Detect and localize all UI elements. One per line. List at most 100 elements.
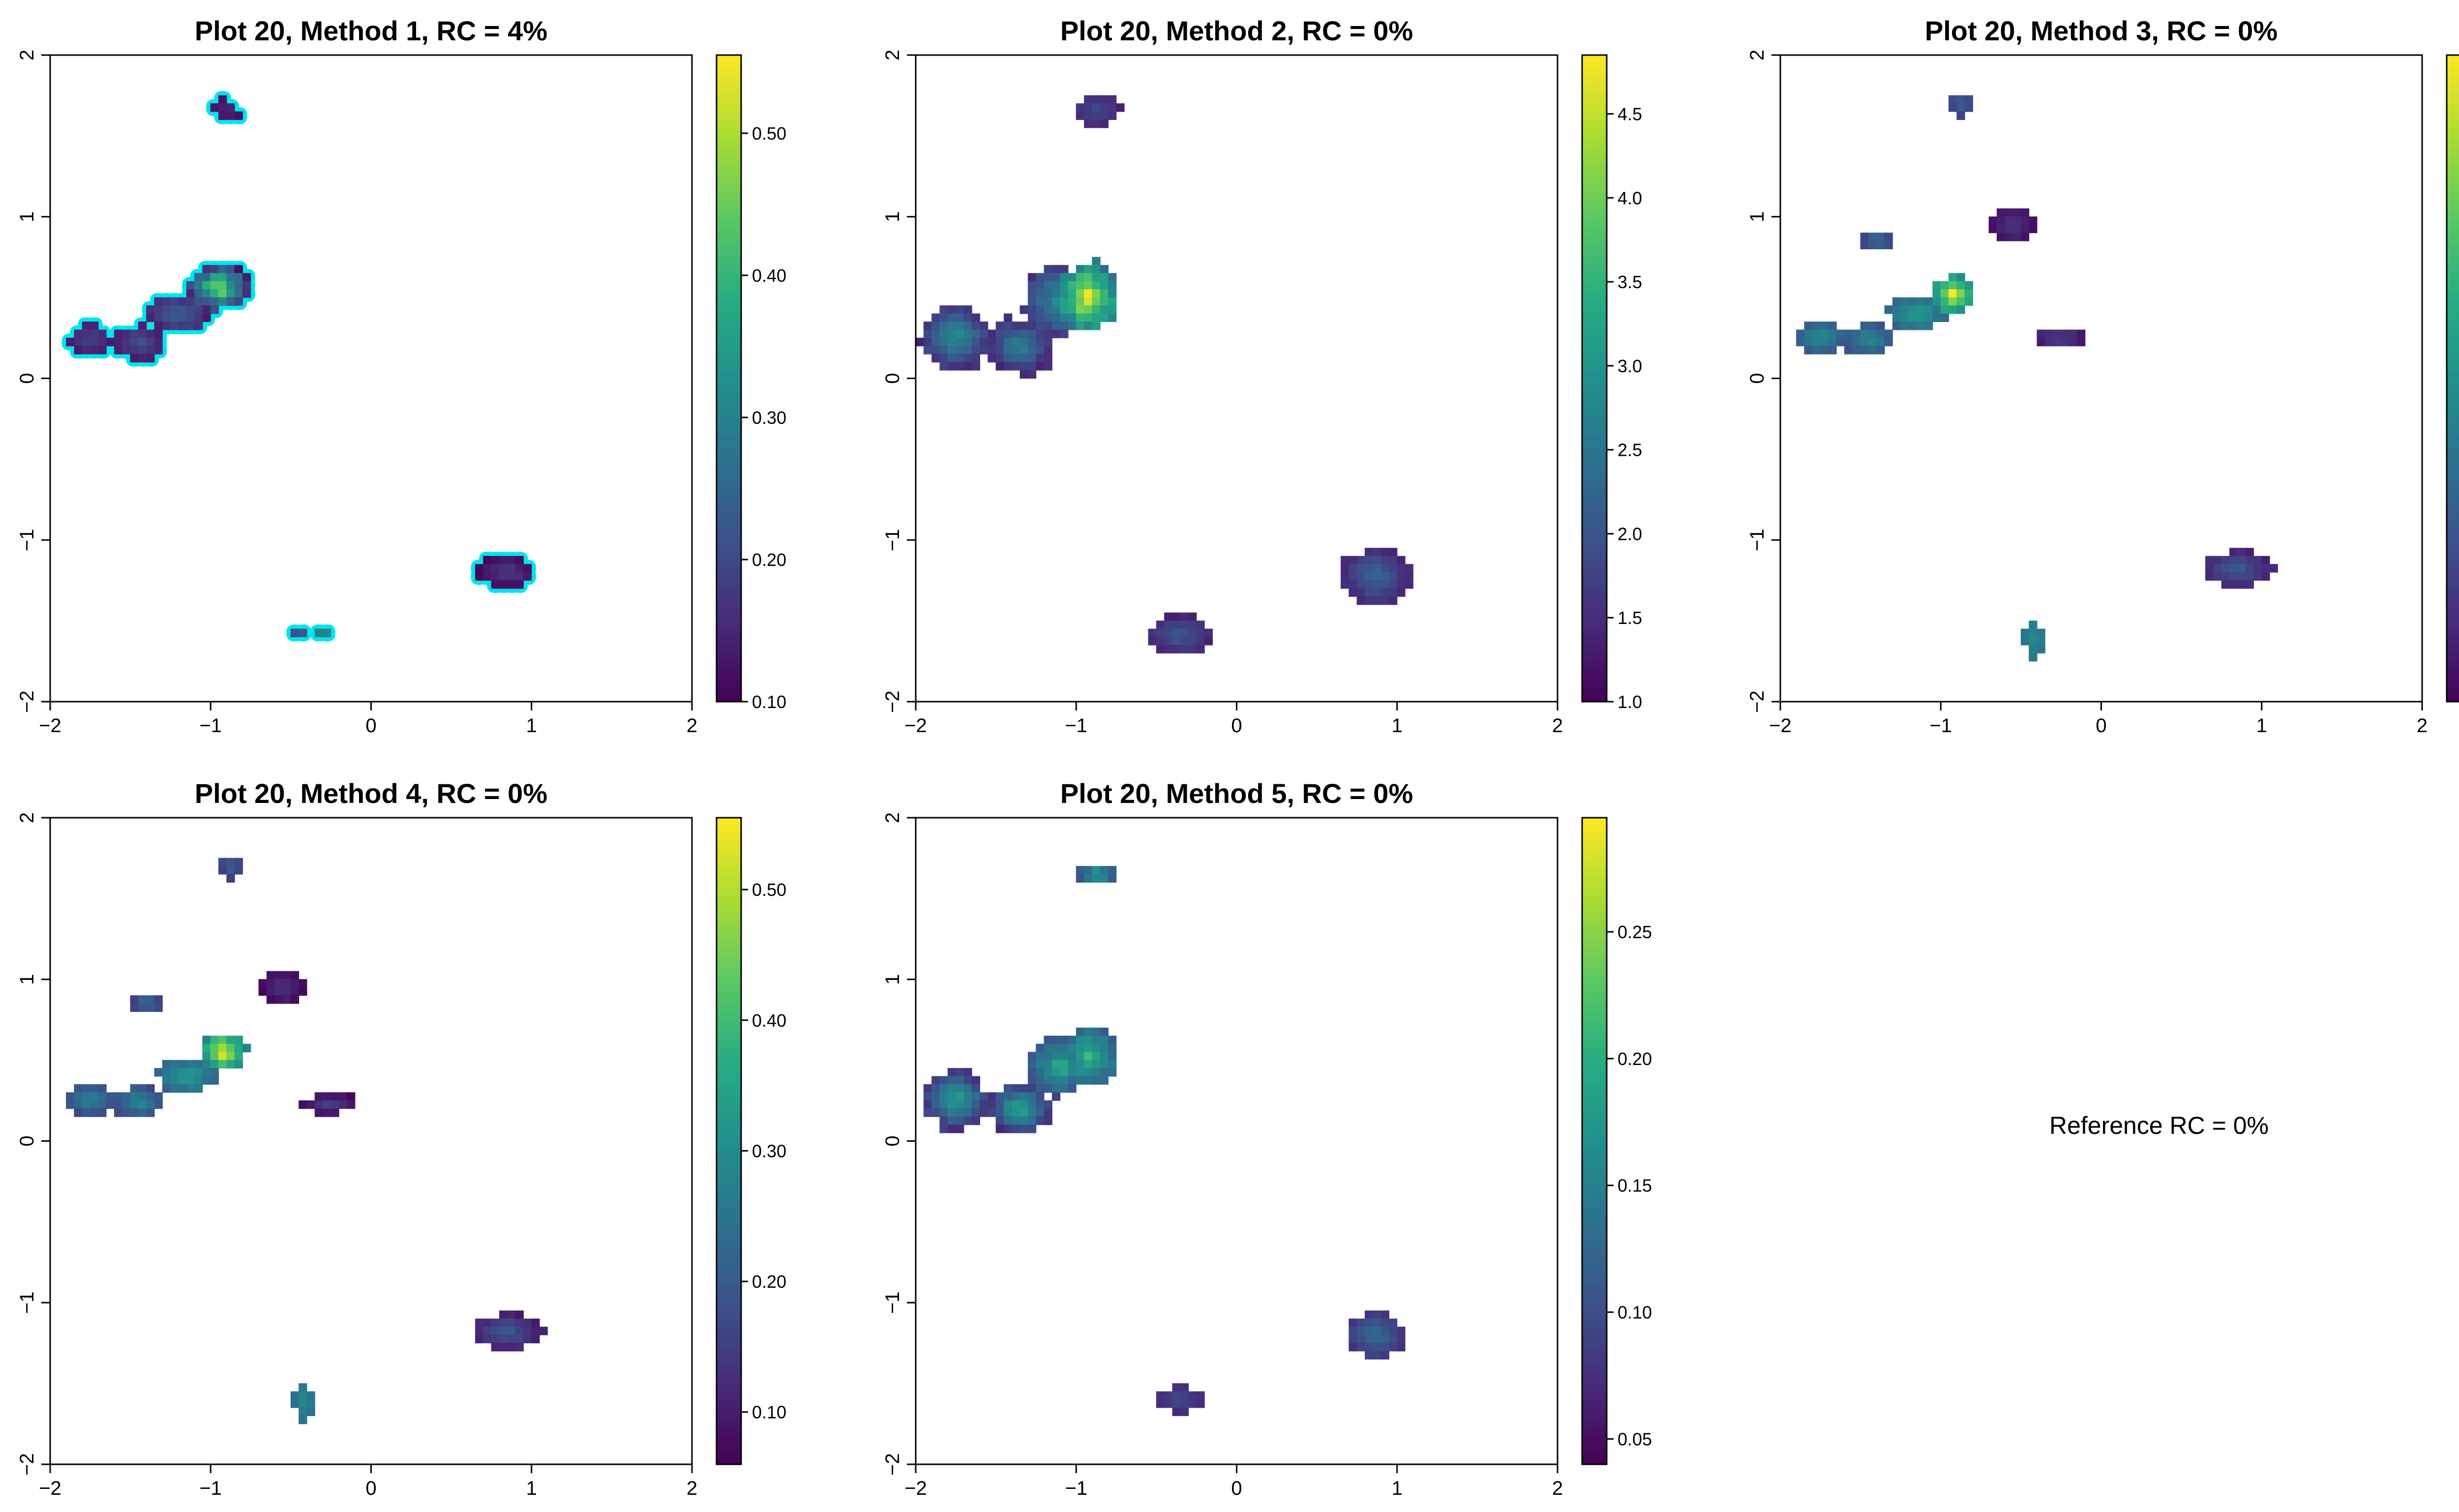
raster-cell	[226, 1060, 235, 1069]
raster-cell	[1820, 329, 1829, 338]
raster-cell	[931, 1092, 940, 1101]
raster-cell	[2213, 556, 2222, 565]
raster-cell	[1804, 329, 1813, 338]
raster-cell	[939, 305, 948, 314]
raster-cell	[114, 1108, 123, 1117]
raster-cell	[956, 305, 964, 314]
raster-cell	[1108, 874, 1117, 883]
colorbar-tick-label: 3.0	[1618, 356, 1642, 376]
colorbar-segment	[1582, 1119, 1607, 1127]
colorbar-segment	[2447, 206, 2459, 213]
raster-cell	[507, 1318, 516, 1328]
raster-layer	[61, 91, 536, 642]
raster-cell	[130, 995, 139, 1004]
raster-cell	[971, 1116, 980, 1126]
raster-cell	[1027, 1092, 1037, 1101]
raster-cell	[1356, 1327, 1365, 1335]
colorbar: 0.050.100.150.200.25	[1581, 817, 1652, 1465]
raster-cell	[988, 354, 996, 363]
raster-cell	[1027, 273, 1037, 282]
raster-cell	[1868, 329, 1877, 338]
raster-cell	[299, 987, 307, 996]
colorbar-segment	[1582, 644, 1607, 652]
raster-cell	[226, 103, 235, 112]
raster-cell	[963, 321, 972, 330]
raster-cell	[1172, 1407, 1181, 1416]
y-tick-label: −2	[16, 690, 38, 713]
colorbar-segment	[1582, 1026, 1607, 1034]
colorbar-segment	[1582, 658, 1607, 666]
raster-cell	[1027, 313, 1037, 322]
raster-cell	[1908, 321, 1917, 330]
raster-cell	[314, 628, 324, 637]
colorbar-segment	[2447, 220, 2459, 228]
colorbar-segment	[2447, 249, 2459, 257]
x-tick-label: 2	[1552, 1478, 1563, 1499]
raster-cell	[1051, 1036, 1061, 1044]
raster-cell	[1397, 572, 1406, 581]
raster-cell	[1356, 596, 1365, 605]
raster-cell	[90, 1100, 99, 1109]
colorbar-segment	[1582, 622, 1607, 630]
raster-cell	[218, 103, 227, 112]
raster-cell	[226, 265, 235, 274]
raster-cell	[947, 1076, 957, 1085]
colorbar-segment	[717, 1219, 741, 1228]
colorbar-tick-label: 0.30	[752, 1141, 786, 1161]
raster-cell	[963, 305, 972, 314]
raster-cell	[1084, 1027, 1093, 1037]
raster-cell	[146, 1100, 155, 1109]
raster-cell	[923, 1100, 932, 1109]
raster-cell	[939, 1084, 948, 1093]
colorbar-segment	[1582, 579, 1607, 587]
raster-cell	[146, 1084, 155, 1093]
raster-cell	[2245, 564, 2254, 573]
raster-cell	[1156, 621, 1165, 629]
colorbar-segment	[2447, 162, 2459, 171]
colorbar-segment	[1582, 443, 1607, 451]
colorbar-segment	[1582, 486, 1607, 494]
raster-cell	[947, 1116, 957, 1126]
raster-cell	[1051, 1060, 1061, 1069]
colorbar-segment	[2447, 126, 2459, 135]
raster-cell	[995, 321, 1004, 330]
raster-cell	[1092, 103, 1101, 112]
colorbar-segment	[717, 306, 741, 314]
raster-cell	[1388, 572, 1398, 581]
colorbar-segment	[2447, 277, 2459, 286]
colorbar-segment	[717, 975, 741, 983]
raster-cell	[1388, 1318, 1398, 1328]
raster-cell	[1060, 273, 1069, 282]
colorbar-segment	[1582, 299, 1607, 307]
raster-cell	[931, 313, 940, 322]
raster-cell	[282, 979, 291, 988]
raster-cell	[2020, 208, 2030, 217]
raster-cell	[956, 1076, 964, 1085]
raster-cell	[1020, 370, 1028, 379]
colorbar-segment	[1582, 126, 1607, 135]
raster-cell	[1180, 621, 1189, 629]
colorbar-segment	[2447, 407, 2459, 415]
raster-cell	[915, 337, 924, 347]
colorbar-segment	[717, 1414, 741, 1422]
colorbar-segment	[717, 651, 741, 659]
colorbar-segment	[2447, 270, 2459, 278]
y-tick-label: 1	[1746, 211, 1768, 222]
raster-cell	[146, 1092, 155, 1101]
raster-cell	[2205, 572, 2214, 581]
colorbar-segment	[717, 918, 741, 926]
x-tick-label: 0	[365, 715, 376, 737]
raster-cell	[947, 313, 957, 322]
x-tick-label: −2	[39, 1478, 61, 1499]
raster-cell	[1828, 329, 1837, 338]
colorbar-segment	[2447, 119, 2459, 127]
colorbar-segment	[717, 903, 741, 912]
colorbar-segment	[717, 687, 741, 695]
raster-cell	[1068, 1084, 1077, 1093]
raster-cell	[1084, 313, 1093, 322]
colorbar: 0.100.200.300.400.50	[2446, 54, 2459, 703]
raster-cell	[1060, 297, 1069, 306]
raster-cell	[266, 995, 275, 1004]
raster-cell	[923, 321, 932, 330]
raster-cell	[1876, 233, 1885, 241]
